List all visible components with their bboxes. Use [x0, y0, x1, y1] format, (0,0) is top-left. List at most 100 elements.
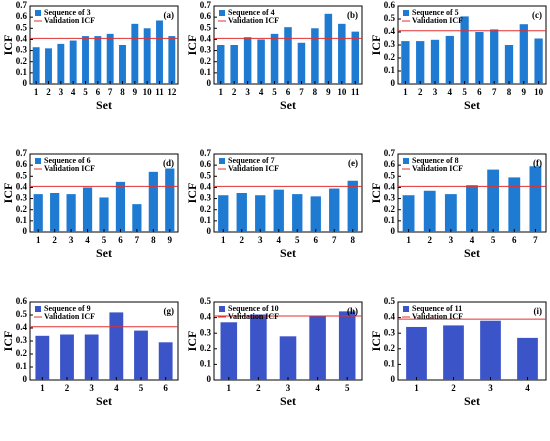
bar — [508, 177, 521, 232]
x-tick-label: 4 — [315, 383, 320, 393]
bar — [250, 314, 267, 380]
x-tick-label: 6 — [118, 235, 123, 245]
x-tick-label: 4 — [448, 87, 453, 97]
y-tick-label: 0.3 — [200, 45, 212, 55]
bar — [430, 39, 440, 84]
y-tick-label: 0.7 — [16, 0, 28, 10]
x-tick-label: 6 — [512, 235, 517, 245]
bar — [106, 33, 114, 84]
x-tick-label: 3 — [59, 87, 64, 97]
bar — [347, 180, 358, 232]
y-axis-label: ICF — [369, 331, 383, 352]
legend-label: Validation ICF — [412, 16, 463, 25]
y-axis-label: ICF — [1, 183, 15, 204]
panel-label: (i) — [534, 306, 543, 316]
y-tick-label: 0 — [391, 78, 396, 88]
bar — [297, 42, 306, 84]
bar — [490, 29, 499, 84]
panel-label: (d) — [163, 158, 174, 168]
bar — [143, 28, 151, 85]
x-tick-label: 2 — [418, 87, 423, 97]
y-tick-label: 0.4 — [384, 181, 396, 191]
bar — [69, 40, 77, 84]
panel-label: (e) — [348, 158, 358, 168]
bar — [310, 196, 321, 232]
x-tick-label: 5 — [102, 235, 107, 245]
y-axis-label: ICF — [185, 35, 199, 56]
x-tick-label: 1 — [221, 235, 226, 245]
y-tick-label: 0.5 — [16, 309, 28, 319]
x-tick-label: 1 — [36, 235, 41, 245]
bar — [416, 41, 425, 84]
plot-frame — [29, 5, 179, 85]
y-tick-label: 0.5 — [200, 170, 212, 180]
y-tick-label: 0.1 — [200, 358, 212, 368]
x-tick-label: 7 — [492, 87, 497, 97]
y-axis-label: ICF — [369, 183, 383, 204]
panel-label: (b) — [347, 10, 358, 20]
bar — [131, 23, 139, 84]
x-tick-label: 7 — [135, 235, 140, 245]
y-tick-label: 0.4 — [200, 181, 212, 191]
y-tick-label: 0.1 — [16, 67, 28, 77]
bar — [165, 168, 175, 232]
bar — [423, 190, 436, 232]
y-tick-label: 0.1 — [16, 215, 28, 225]
panel-label: (c) — [532, 10, 542, 20]
x-tick-label: 9 — [168, 235, 173, 245]
y-tick-label: 0.4 — [16, 181, 28, 191]
y-tick-label: 0.6 — [200, 11, 212, 21]
y-tick-label: 0.2 — [16, 204, 28, 214]
y-tick-label: 0.6 — [16, 296, 28, 306]
bar — [487, 169, 500, 232]
legend-label: Sequence of 6 — [44, 156, 91, 165]
x-tick-label: 11 — [155, 87, 164, 97]
bar — [517, 337, 538, 380]
x-axis-label: Set — [280, 98, 296, 112]
x-tick-label: 5 — [345, 383, 350, 393]
y-tick-label: 0.2 — [200, 56, 212, 66]
bar — [338, 311, 356, 380]
x-tick-label: 10 — [143, 87, 153, 97]
y-tick-label: 0.5 — [384, 13, 396, 23]
bar — [168, 36, 176, 84]
x-axis-label: Set — [96, 394, 112, 408]
x-tick-label: 6 — [96, 87, 101, 97]
bar — [273, 189, 284, 232]
bar — [475, 32, 484, 84]
x-tick-label: 5 — [139, 383, 144, 393]
bar — [134, 330, 148, 380]
x-tick-label: 2 — [240, 235, 245, 245]
legend-label: Validation ICF — [228, 164, 279, 173]
y-tick-label: 0.6 — [384, 159, 396, 169]
y-axis-label: ICF — [1, 35, 15, 56]
legend-label: Sequence of 5 — [412, 8, 459, 17]
bar — [338, 23, 346, 84]
x-tick-label: 3 — [89, 383, 94, 393]
y-tick-label: 0.2 — [384, 343, 396, 353]
x-axis-label: Set — [464, 394, 480, 408]
x-tick-label: 3 — [69, 235, 74, 245]
y-axis-label: ICF — [185, 183, 199, 204]
y-tick-label: 0.3 — [16, 193, 28, 203]
x-tick-label: 1 — [218, 87, 223, 97]
x-axis-label: Set — [280, 394, 296, 408]
y-tick-label: 0.3 — [16, 335, 28, 345]
x-tick-label: 8 — [151, 235, 156, 245]
bar — [311, 28, 319, 85]
bar — [402, 195, 415, 232]
bar — [94, 36, 102, 84]
bar — [309, 316, 326, 380]
y-tick-label: 0 — [23, 78, 28, 88]
x-tick-label: 6 — [314, 235, 319, 245]
bar — [57, 43, 65, 84]
bar — [218, 195, 229, 232]
legend-swatch — [219, 158, 225, 164]
bar — [401, 41, 410, 84]
y-tick-label: 0.5 — [200, 296, 212, 306]
x-tick-label: 8 — [507, 87, 512, 97]
bar — [60, 334, 74, 380]
legend-swatch — [403, 158, 409, 164]
legend-label: Validation ICF — [44, 312, 95, 321]
